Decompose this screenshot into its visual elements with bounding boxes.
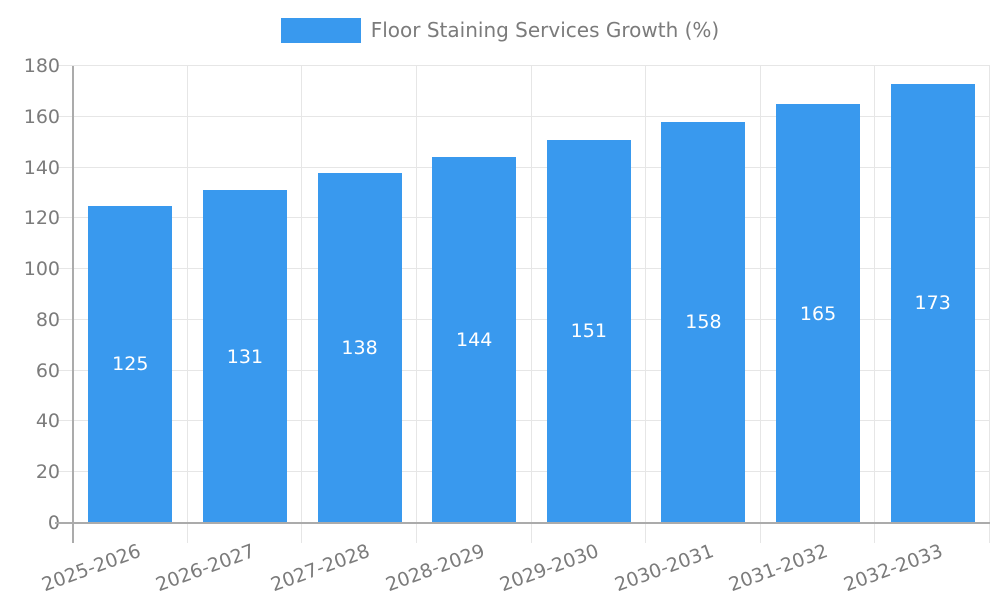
y-gridline [57,166,990,168]
y-gridline [57,65,990,66]
x-axis-tick-label: 2032-2033 [841,540,946,597]
bar[interactable]: 165 [776,104,861,523]
y-gridline [57,115,990,117]
x-axis-tick-label: 2028-2029 [382,540,488,597]
legend[interactable]: Floor Staining Services Growth (%) [0,18,1000,43]
x-axis-tick-label: 2031-2032 [726,540,832,597]
y-gridline [57,217,990,219]
x-axis-tick-label: 2030-2031 [611,540,717,597]
bar-value-label: 173 [914,292,951,315]
x-gridline [989,66,990,543]
bar[interactable]: 158 [661,121,746,523]
y-axis-tick-label: 100 [23,258,60,281]
y-axis-tick-label: 60 [35,359,60,382]
bar-value-label: 138 [341,336,378,359]
y-gridline [57,318,990,320]
bar[interactable]: 138 [317,172,402,523]
x-gridline [530,66,532,543]
bar[interactable]: 151 [546,139,631,523]
x-gridline [415,66,417,543]
bar-value-label: 158 [685,311,722,334]
y-axis-tick-label: 120 [23,207,60,230]
y-axis-tick-label: 160 [23,105,60,128]
y-gridline [57,471,990,473]
legend-label: Floor Staining Services Growth (%) [370,18,720,42]
y-gridline [57,420,990,422]
y-gridline [57,369,990,371]
x-gridline [759,66,761,543]
x-axis-tick-label: 2029-2030 [497,540,602,597]
bar[interactable]: 125 [88,205,173,523]
y-axis-tick-label: 140 [23,156,60,179]
x-axis-line [55,522,990,524]
bar-value-label: 151 [570,320,607,343]
bar-value-label: 125 [112,353,149,376]
bar-value-label: 144 [456,329,493,352]
x-axis-tick-label: 2026-2027 [153,540,259,597]
y-axis-tick-label: 180 [23,55,60,77]
x-gridline [301,66,303,543]
legend-swatch [280,18,361,43]
y-axis-tick-label: 0 [47,512,60,534]
x-gridline [186,66,188,543]
x-gridline [645,66,647,543]
bar[interactable]: 173 [890,83,975,523]
y-axis-tick-label: 40 [35,410,60,433]
x-axis-tick-label: 2025-2026 [38,540,144,597]
bar[interactable]: 131 [202,190,287,523]
x-gridline [874,66,876,543]
bar[interactable]: 144 [432,157,517,523]
y-axis-tick-label: 80 [35,308,60,331]
x-axis-tick-label: 2027-2028 [267,540,373,597]
y-axis-tick-label: 20 [35,461,60,484]
y-axis-line [72,66,74,543]
y-gridline [57,268,990,270]
bar-value-label: 165 [799,302,837,325]
bar-value-label: 131 [226,345,264,368]
